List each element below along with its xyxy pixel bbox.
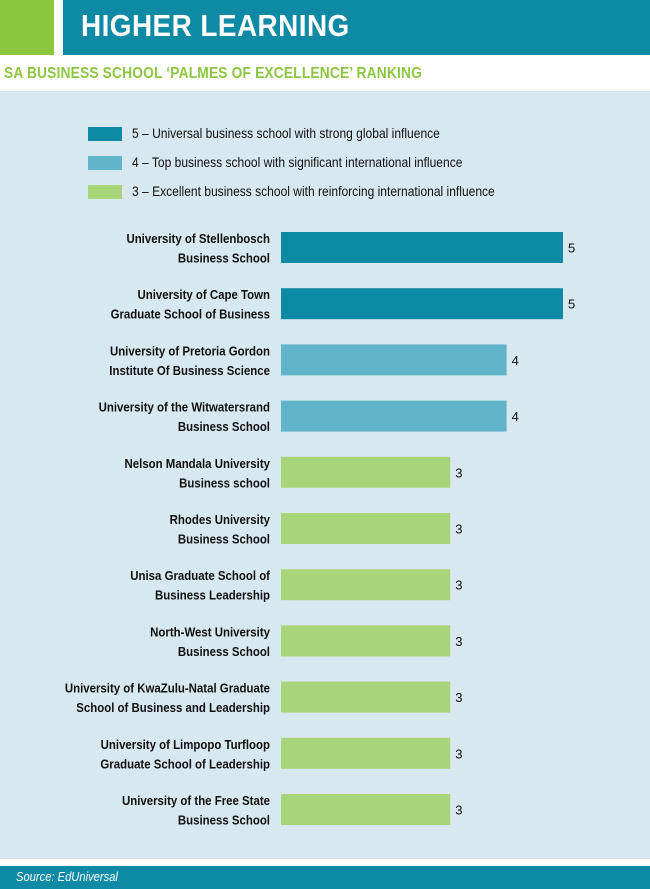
category-label: North-West University Business School: [150, 625, 270, 659]
category-label-line: Graduate School of Leadership: [100, 757, 270, 772]
bar: [281, 625, 451, 657]
bar-row: Unisa Graduate School of Business Leaders…: [130, 569, 462, 603]
bar-row: University of the Witwatersrand Business …: [99, 400, 519, 434]
category-label-line: University of the Free State: [122, 793, 270, 808]
category-label: University of Limpopo Turfloop Graduate S…: [100, 737, 270, 771]
bar: [281, 513, 451, 544]
header-accent-block: [0, 0, 54, 55]
legend-swatch-4: [88, 156, 122, 170]
category-label-line: Institute Of Business Science: [109, 363, 270, 378]
bar-row: Rhodes University Business School 3: [170, 512, 463, 546]
legend-item-5: 5 – Universal business school with stron…: [88, 124, 608, 144]
legend-item-4: 4 – Top business school with significant…: [88, 153, 608, 173]
value-label: 3: [455, 803, 462, 818]
legend-label-5: 5 – Universal business school with stron…: [132, 125, 440, 141]
bar-row: University of Limpopo Turfloop Graduate S…: [100, 737, 462, 771]
category-label-line: School of Business and Leadership: [76, 700, 270, 715]
bar-row: University of Pretoria Gordon Institute O…: [109, 344, 519, 378]
bar-row: North-West University Business School 3: [150, 625, 462, 659]
value-label: 3: [455, 746, 462, 761]
legend-label-3: 3 – Excellent business school with reinf…: [132, 183, 495, 199]
legend-item-3: 3 – Excellent business school with reinf…: [88, 182, 608, 202]
bar-row: Nelson Mandala University Business school…: [125, 456, 463, 490]
value-label: 5: [568, 241, 575, 256]
category-label-line: Unisa Graduate School of: [130, 569, 271, 584]
category-label-line: University of Limpopo Turfloop: [101, 737, 270, 752]
category-label-line: Business School: [178, 251, 270, 266]
category-label: University of the Free State Business Sch…: [122, 793, 270, 827]
bar: [281, 400, 507, 432]
category-label-line: Business school: [179, 476, 270, 491]
category-label-line: Business School: [178, 813, 270, 828]
bar-row: University of KwaZulu-Natal Graduate Scho…: [65, 681, 463, 715]
footer-bar: Source: EdUniversal: [0, 866, 650, 889]
legend-swatch-3: [88, 185, 122, 199]
category-label-line: University of the Witwatersrand: [99, 400, 270, 415]
value-label: 4: [512, 409, 519, 424]
category-label-line: North-West University: [150, 625, 270, 640]
category-label: University of Stellenbosch Business Schoo…: [126, 231, 270, 265]
legend-swatch-5: [88, 127, 122, 141]
bar: [281, 569, 451, 601]
category-label: University of Pretoria Gordon Institute O…: [109, 344, 270, 378]
category-label-line: Rhodes University: [170, 512, 271, 527]
bar: [281, 456, 451, 488]
header-bar: HIGHER LEARNING: [63, 0, 650, 55]
bar-row: University of the Free State Business Sch…: [122, 793, 462, 827]
category-label: University of KwaZulu-Natal Graduate Scho…: [65, 681, 270, 715]
category-label: Nelson Mandala University Business school: [125, 456, 271, 490]
category-label-line: Business School: [178, 644, 270, 659]
category-label-line: University of Cape Town: [137, 288, 270, 303]
value-label: 3: [455, 522, 462, 537]
chart-subtitle: SA BUSINESS SCHOOL ‘PALMES OF EXCELLENCE…: [4, 65, 422, 82]
chart-panel: 5 – Universal business school with stron…: [0, 91, 650, 859]
bar-row: University of Cape Town Graduate School o…: [111, 288, 576, 322]
category-label-line: Business School: [178, 419, 270, 434]
category-label-line: Business Leadership: [155, 588, 270, 603]
bar-chart: University of Stellenbosch Business Schoo…: [65, 231, 576, 827]
category-label-line: Nelson Mandala University: [125, 456, 271, 471]
source-note: Source: EdUniversal: [16, 869, 118, 884]
value-label: 3: [455, 634, 462, 649]
bar: [281, 232, 563, 263]
bar-row: University of Stellenbosch Business Schoo…: [126, 231, 575, 265]
category-label: Unisa Graduate School of Business Leaders…: [130, 569, 271, 603]
category-label-line: University of Pretoria Gordon: [110, 344, 270, 359]
bar: [281, 794, 451, 825]
category-label-line: Business School: [178, 532, 270, 547]
bar: [281, 344, 507, 376]
page-title: HIGHER LEARNING: [81, 8, 350, 43]
category-label: University of Cape Town Graduate School o…: [111, 288, 271, 322]
value-label: 3: [455, 465, 462, 480]
value-label: 5: [568, 297, 575, 312]
bar: [281, 681, 451, 713]
value-label: 3: [455, 690, 462, 705]
category-label: University of the Witwatersrand Business …: [99, 400, 270, 434]
legend-label-4: 4 – Top business school with significant…: [132, 154, 463, 170]
value-label: 4: [512, 353, 519, 368]
category-label-line: University of KwaZulu-Natal Graduate: [65, 681, 270, 696]
category-label-line: Graduate School of Business: [111, 307, 271, 322]
category-label: Rhodes University Business School: [170, 512, 271, 546]
bar: [281, 737, 451, 769]
category-label-line: University of Stellenbosch: [126, 231, 270, 246]
value-label: 3: [455, 578, 462, 593]
bar: [281, 288, 563, 320]
